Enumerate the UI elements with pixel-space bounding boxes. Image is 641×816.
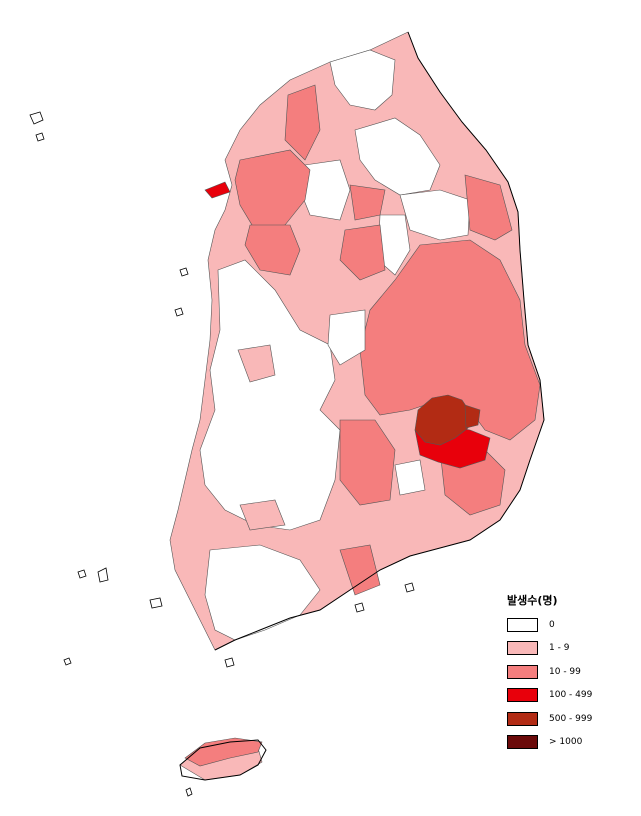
- legend-swatch-5: [507, 735, 538, 750]
- jeju-islet: [185, 787, 193, 797]
- jeju-coast: [179, 739, 267, 781]
- islet-w-1: [179, 267, 189, 277]
- region-east-salmon-1: [339, 224, 386, 281]
- islet-w-2: [174, 307, 184, 317]
- region-white-daegu-south: [394, 459, 426, 496]
- legend-item-5: > 1000: [507, 731, 627, 755]
- region-white-central2: [327, 309, 366, 366]
- region-white-west-pink2: [239, 499, 286, 531]
- region-north-chungbuk: [349, 184, 386, 221]
- legend-item-1: 1 - 9: [507, 637, 627, 661]
- region-north-salmon: [284, 84, 321, 161]
- legend-swatch-1: [507, 641, 538, 656]
- islet-se-1: [404, 582, 415, 593]
- islet-s-2: [63, 657, 72, 666]
- region-brown-cheongdo: [464, 404, 481, 429]
- map-legend: 발생수(명) 0 1 - 9 10 - 99 100 - 499 500 - 9…: [507, 592, 627, 754]
- islet-sw-2: [97, 567, 109, 583]
- region-white-ne2: [354, 117, 441, 196]
- jeju-north-salmon: [184, 737, 263, 767]
- legend-swatch-2: [507, 664, 538, 679]
- islet-se-2: [354, 602, 365, 613]
- region-white-ne: [329, 49, 396, 111]
- legend-item-0: 0: [507, 613, 627, 637]
- legend-label-5: > 1000: [549, 737, 583, 748]
- legend-label-4: 500 - 999: [549, 713, 593, 724]
- region-island-red: [204, 181, 231, 199]
- region-brown-daegu: [414, 394, 471, 446]
- region-white-west-pink1: [237, 344, 276, 383]
- islet-nw-2: [35, 132, 45, 142]
- islet-s-1: [224, 657, 235, 668]
- islet-sw-3: [149, 597, 163, 609]
- islet-sw-1: [77, 569, 87, 579]
- region-south-salmon: [339, 544, 381, 596]
- legend-swatch-4: [507, 711, 538, 726]
- legend-label-2: 10 - 99: [549, 666, 581, 677]
- region-white-west: [199, 259, 341, 531]
- coastline: [214, 31, 545, 651]
- region-white-ne3: [399, 189, 471, 241]
- region-west-salmon: [339, 419, 396, 506]
- region-gyeonggi-south: [244, 224, 301, 276]
- legend-swatch-3: [507, 688, 538, 703]
- region-white-south: [204, 544, 321, 641]
- legend-item-4: 500 - 999: [507, 707, 627, 731]
- legend-title: 발생수(명): [507, 594, 558, 607]
- legend-label-0: 0: [549, 619, 555, 630]
- region-east-coast-salmon: [464, 174, 513, 241]
- legend-item-3: 100 - 499: [507, 684, 627, 708]
- legend-item-2: 10 - 99: [507, 660, 627, 684]
- islet-nw-1: [29, 111, 44, 125]
- legend-label-3: 100 - 499: [549, 690, 593, 701]
- legend-swatch-0: [507, 617, 538, 632]
- legend-label-1: 1 - 9: [549, 643, 570, 654]
